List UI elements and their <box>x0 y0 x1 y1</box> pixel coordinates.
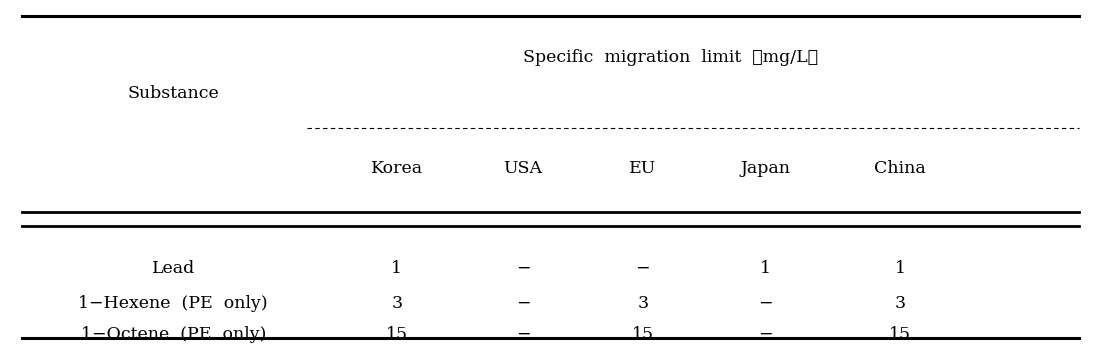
Text: Substance: Substance <box>127 85 219 101</box>
Text: 3: 3 <box>391 295 402 312</box>
Text: Specific  migration  limit  （mg/L）: Specific migration limit （mg/L） <box>523 49 818 66</box>
Text: 1: 1 <box>894 260 906 277</box>
Text: 1−Hexene  (PE  only): 1−Hexene (PE only) <box>78 295 268 312</box>
Text: EU: EU <box>629 160 656 177</box>
Text: 15: 15 <box>889 326 911 343</box>
Text: Korea: Korea <box>371 160 423 177</box>
Text: Lead: Lead <box>152 260 195 277</box>
Text: 15: 15 <box>632 326 654 343</box>
Text: 3: 3 <box>637 295 648 312</box>
Text: 1−Octene  (PE  only): 1−Octene (PE only) <box>80 326 266 343</box>
Text: −: − <box>759 295 773 312</box>
Text: −: − <box>517 326 530 343</box>
Text: −: − <box>759 326 773 343</box>
Text: China: China <box>874 160 926 177</box>
Text: 1: 1 <box>760 260 771 277</box>
Text: 3: 3 <box>894 295 906 312</box>
Text: −: − <box>517 295 530 312</box>
Text: Japan: Japan <box>741 160 790 177</box>
Text: 1: 1 <box>391 260 402 277</box>
Text: 15: 15 <box>386 326 408 343</box>
Text: −: − <box>517 260 530 277</box>
Text: USA: USA <box>504 160 542 177</box>
Text: −: − <box>636 260 650 277</box>
